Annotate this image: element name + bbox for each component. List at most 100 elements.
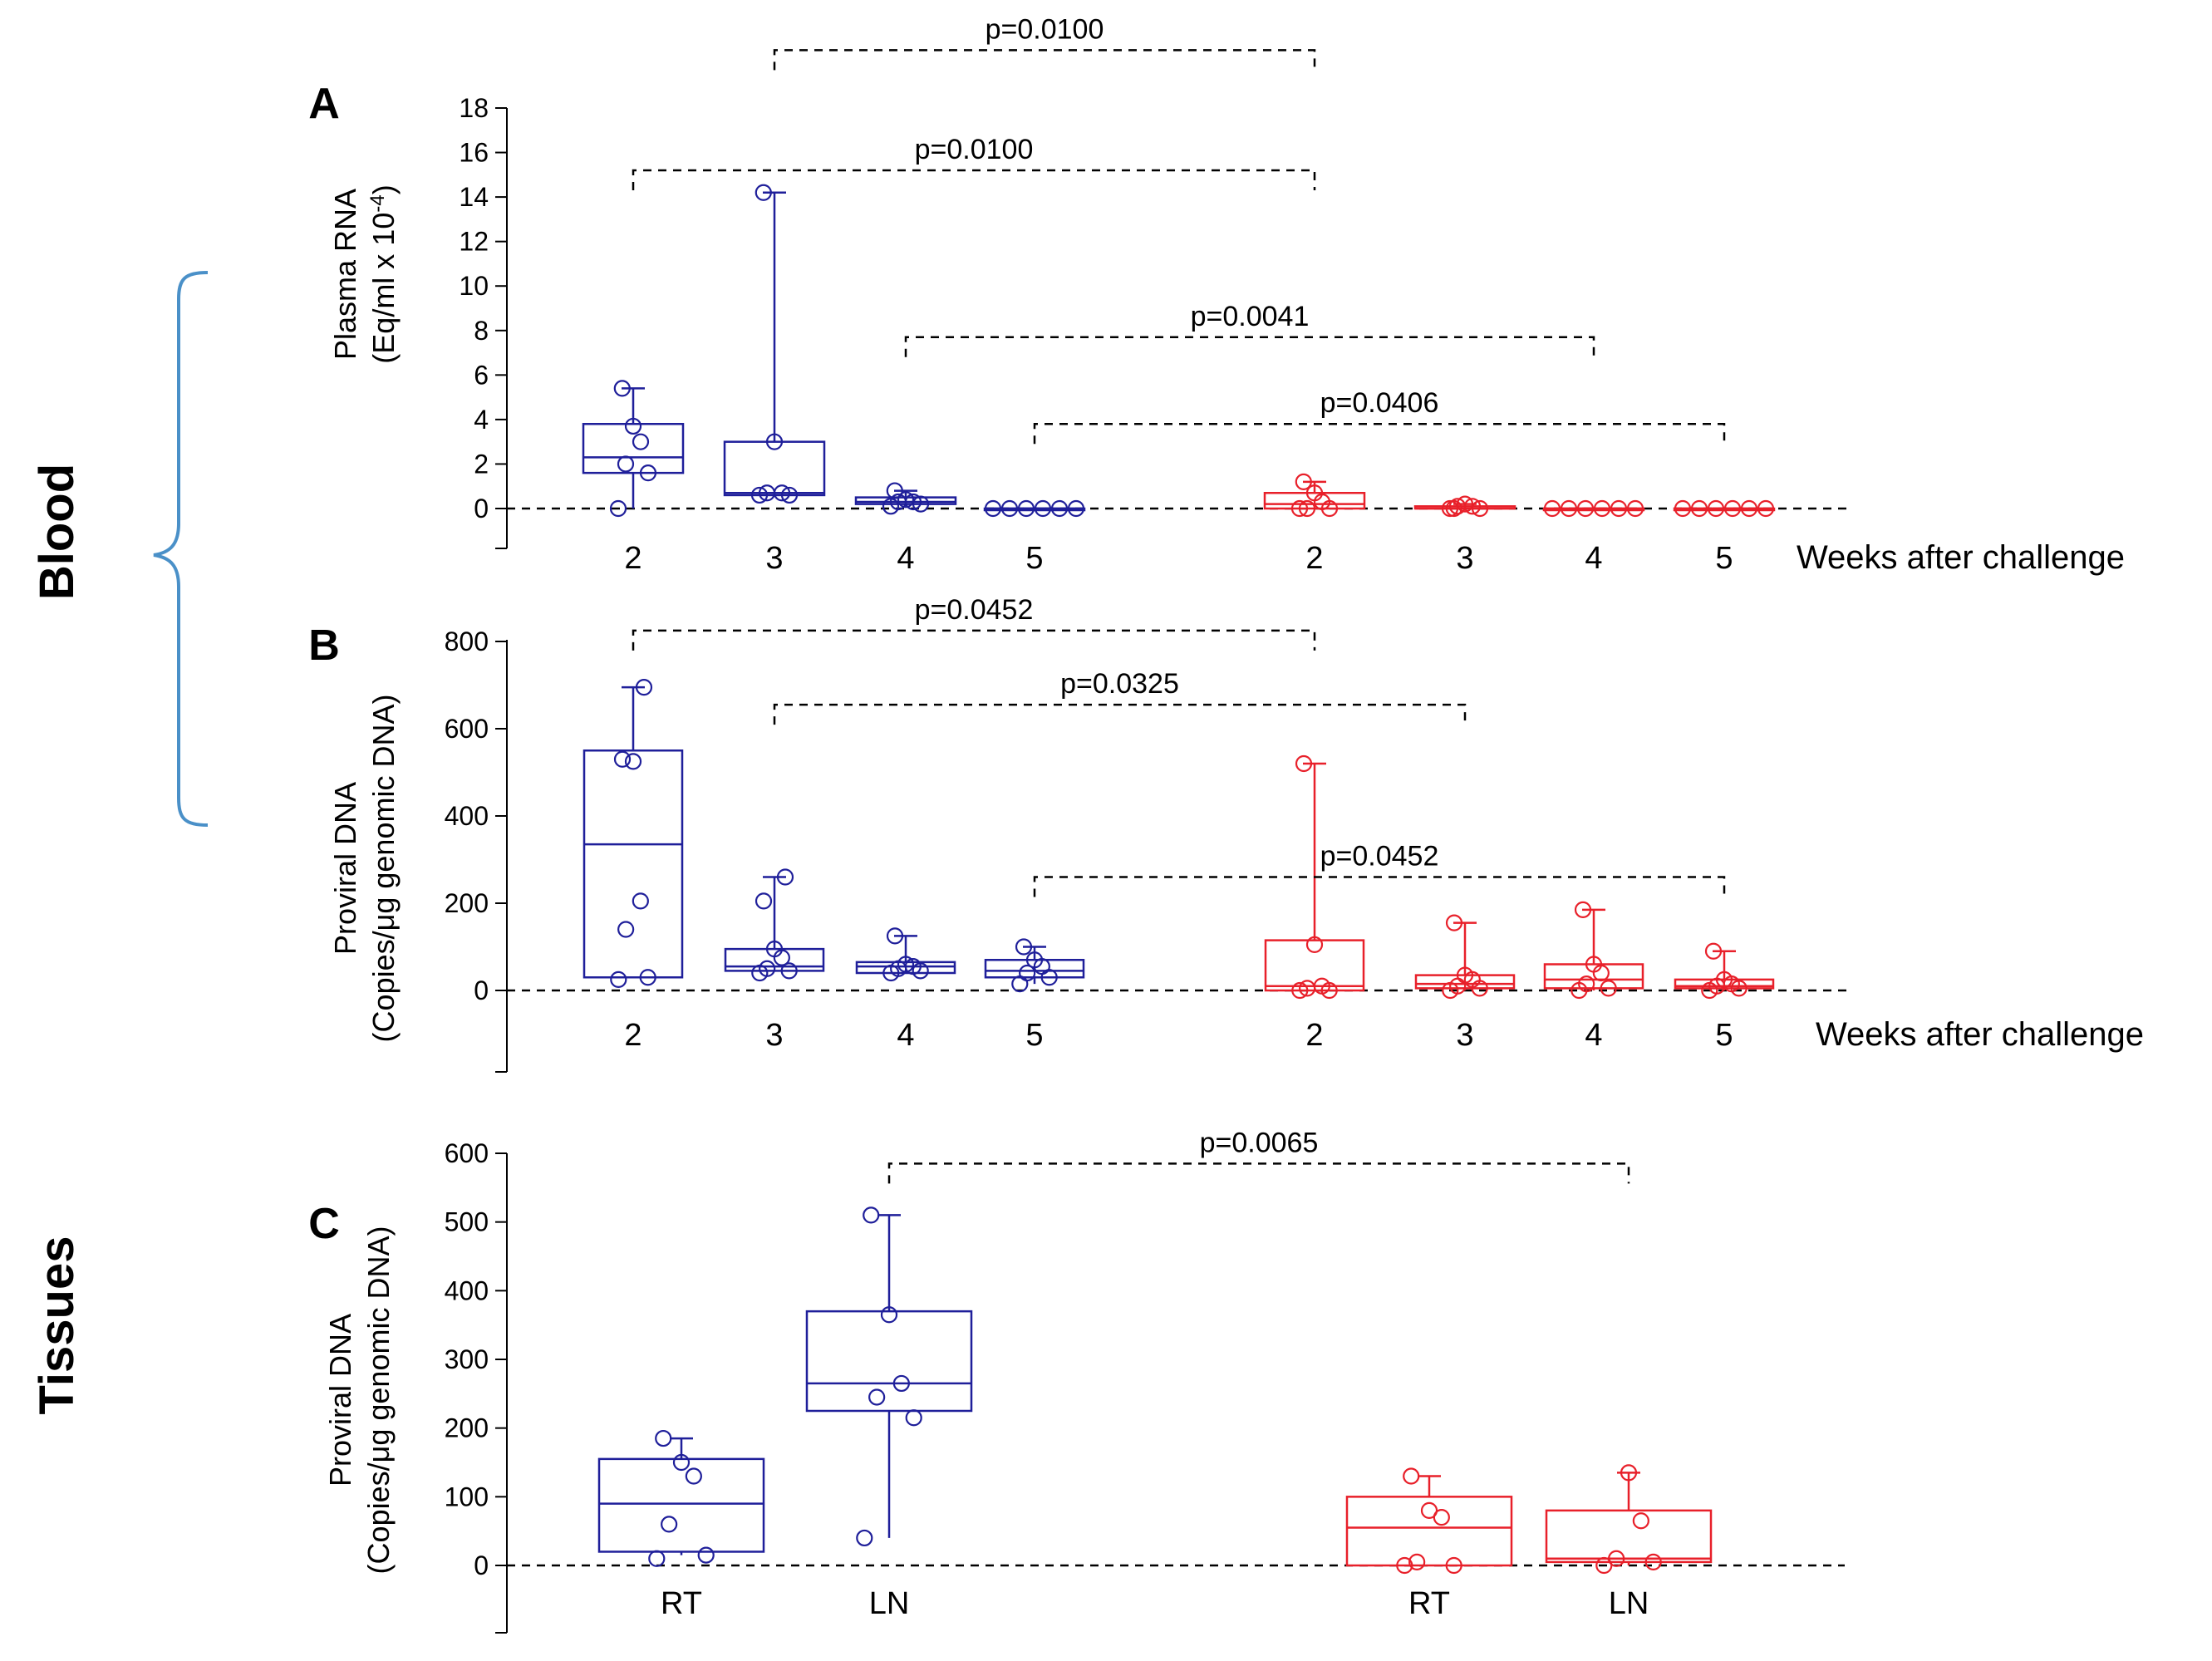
panel-a-data-point xyxy=(904,493,922,511)
panel-a-ytick-label: 14 xyxy=(459,182,489,212)
panel-c-y-ticks: 0 100 200 300 400 500 600 xyxy=(445,1138,507,1580)
panel-b-category-label: 5 xyxy=(1715,1018,1733,1053)
panel-a-data-point xyxy=(1034,499,1052,518)
panel-a-data-point xyxy=(1690,499,1708,518)
panel-a-category-label: 3 xyxy=(765,541,783,576)
panel-c-data-point xyxy=(1632,1512,1649,1530)
panel-a-comparison-bracket xyxy=(1033,422,1726,445)
panel-b-data-point xyxy=(1305,936,1324,953)
panel-a-data-point xyxy=(755,184,772,201)
panel-b-data-point xyxy=(759,960,776,977)
panel-c-ytick-label: 0 xyxy=(474,1550,489,1580)
panel-b-data-point xyxy=(639,969,656,986)
panel-c-ytick-label: 200 xyxy=(445,1413,489,1443)
panel-b-ytick-label: 0 xyxy=(474,975,489,1005)
panel-c-ylabel-line1: Proviral DNA xyxy=(323,1314,357,1487)
panel-a-category-label: 4 xyxy=(897,541,914,576)
panel-b-ytick-label: 200 xyxy=(445,888,489,918)
panel-c-letter: C xyxy=(308,1200,340,1248)
panel-b-category-label: 4 xyxy=(1585,1018,1602,1053)
panel-a-category-label: 2 xyxy=(624,541,641,576)
panel-c-category-label: LN xyxy=(1609,1586,1649,1621)
panel-b-p-value-label: p=0.0452 xyxy=(1320,841,1439,872)
blood-brace xyxy=(153,271,209,827)
panel-c-data-point xyxy=(1620,1464,1638,1482)
panel-a-comparison-bracket xyxy=(632,169,1316,190)
panel-a-data-point xyxy=(639,464,657,482)
panel-a-letter: A xyxy=(308,80,340,128)
panel-a-data-point xyxy=(1441,499,1459,518)
panel-b-data-point xyxy=(1015,938,1033,956)
panel-c-ytick-label: 100 xyxy=(445,1482,489,1511)
panel-c-data-point xyxy=(697,1546,715,1564)
panel-b-comparison-bracket xyxy=(1033,876,1726,897)
panel-a-data-point xyxy=(1305,484,1324,502)
panel-a-data-point xyxy=(1707,499,1725,518)
panel-b-boxes xyxy=(582,679,1775,1000)
panel-b-data-point xyxy=(610,971,627,988)
panel-c-data-point xyxy=(1408,1553,1426,1570)
panel-c-data-point xyxy=(685,1467,702,1485)
panel-a-data-point xyxy=(613,380,631,397)
panel-a-p-value-label: p=0.0041 xyxy=(1191,301,1310,332)
panel-b-data-point xyxy=(1313,977,1330,995)
panel-b-data-point xyxy=(1578,975,1595,993)
panel-a-category-label: 5 xyxy=(1025,541,1043,576)
panel-c-data-point xyxy=(1595,1556,1613,1575)
panel-a-data-point xyxy=(1610,499,1628,518)
panel-a-data-point xyxy=(1723,499,1742,518)
panel-b-data-point xyxy=(904,958,922,975)
panel-a-data-point xyxy=(617,455,635,473)
tissues-label: Tissues xyxy=(30,1236,84,1415)
panel-a-data-point xyxy=(1463,498,1482,515)
panel-c-data-point xyxy=(905,1409,922,1427)
panel-a-data-point xyxy=(1295,473,1312,490)
panel-c-data-point xyxy=(1608,1550,1625,1567)
panel-a-data-point xyxy=(624,417,642,435)
panel-a-categories: 2 3 4 5 2 3 4 5 xyxy=(624,541,1733,576)
panel-a-box xyxy=(723,440,826,497)
panel-a-data-point xyxy=(750,486,769,504)
panel-a-data-point xyxy=(773,484,791,502)
panel-a-data-point xyxy=(765,433,784,450)
panel-a-ylabel-line2: (Eq/ml x 10-4) xyxy=(366,184,401,363)
panel-a-data-point xyxy=(1674,499,1692,518)
panel-b-data-point xyxy=(1704,942,1723,960)
panel-c-data-point xyxy=(1420,1501,1438,1519)
panel-c-ytick-label: 300 xyxy=(445,1344,489,1374)
panel-a-category-label: 4 xyxy=(1585,541,1602,576)
panel-c-data-point xyxy=(1644,1553,1662,1570)
panel-b-category-label: 2 xyxy=(624,1018,641,1053)
panel-b-data-point xyxy=(1585,956,1603,973)
panel-b-comparison-bracket xyxy=(773,703,1467,725)
panel-a-data-point xyxy=(1445,499,1462,518)
panel-a-data-point xyxy=(984,499,1002,518)
panel-c-data-point xyxy=(672,1453,691,1472)
panel-c-data-point xyxy=(863,1206,880,1224)
panel-a-data-point xyxy=(1471,499,1489,518)
panel-a-data-point xyxy=(912,495,930,513)
panel-a-data-point xyxy=(1740,499,1758,518)
panel-a-ylabel-main: (Eq/ml x 10 xyxy=(366,213,401,364)
panel-c-comparison-bracket xyxy=(887,1162,1630,1184)
panel-c-data-point xyxy=(1433,1509,1450,1526)
panel-c-data-point xyxy=(655,1429,672,1447)
panel-a-data-point xyxy=(1067,499,1085,518)
panel-c-data-point xyxy=(1445,1556,1462,1575)
panel-b-y-ticks: 0 200 400 600 800 xyxy=(445,627,507,1005)
panel-a-comparison-bracket xyxy=(904,336,1595,357)
panel-a-data-point xyxy=(1757,499,1775,518)
panel-a-comparisons: p=0.0100 p=0.0100 p=0.0041 p=0.0406 xyxy=(632,13,1726,445)
panel-c-category-label: RT xyxy=(1408,1586,1450,1621)
panel-b-data-point xyxy=(1295,754,1313,773)
panel-c-box xyxy=(1345,1496,1513,1567)
panel-b-box xyxy=(582,749,684,979)
panel-c-box xyxy=(1545,1509,1713,1564)
panel-b-data-point xyxy=(1456,966,1474,984)
panel-c-ytick-label: 500 xyxy=(445,1207,489,1237)
panel-b-ytick-label: 400 xyxy=(445,801,489,831)
panel-b-data-point xyxy=(886,927,904,945)
panel-a-data-point xyxy=(1593,499,1611,518)
panel-a-boxes xyxy=(582,184,1776,518)
panel-b-data-point xyxy=(755,892,773,910)
